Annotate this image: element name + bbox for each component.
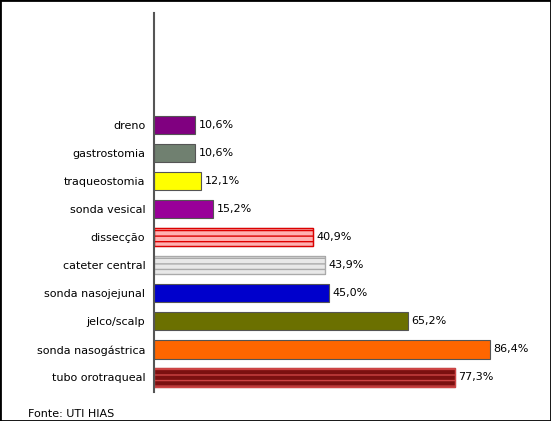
Bar [154,228,313,246]
Bar [154,312,408,330]
Text: 15,2%: 15,2% [217,204,252,214]
Text: 12,1%: 12,1% [204,176,240,186]
Bar [154,256,325,274]
Text: 86,4%: 86,4% [493,344,528,354]
Text: 40,9%: 40,9% [316,232,352,242]
Bar [154,116,196,134]
Bar [154,172,201,190]
Bar [154,256,325,274]
Text: 65,2%: 65,2% [410,316,446,326]
Text: 77,3%: 77,3% [458,373,493,383]
Text: 45,0%: 45,0% [332,288,368,298]
Bar [154,144,196,162]
Text: 43,9%: 43,9% [328,260,363,270]
Bar [154,228,313,246]
Bar [154,200,213,218]
Bar [154,284,329,302]
Text: 10,6%: 10,6% [198,148,234,158]
Bar [154,368,455,386]
Text: 10,6%: 10,6% [198,120,234,130]
Text: Fonte: UTI HIAS: Fonte: UTI HIAS [28,409,114,419]
Bar [154,368,455,386]
Bar [154,340,490,359]
